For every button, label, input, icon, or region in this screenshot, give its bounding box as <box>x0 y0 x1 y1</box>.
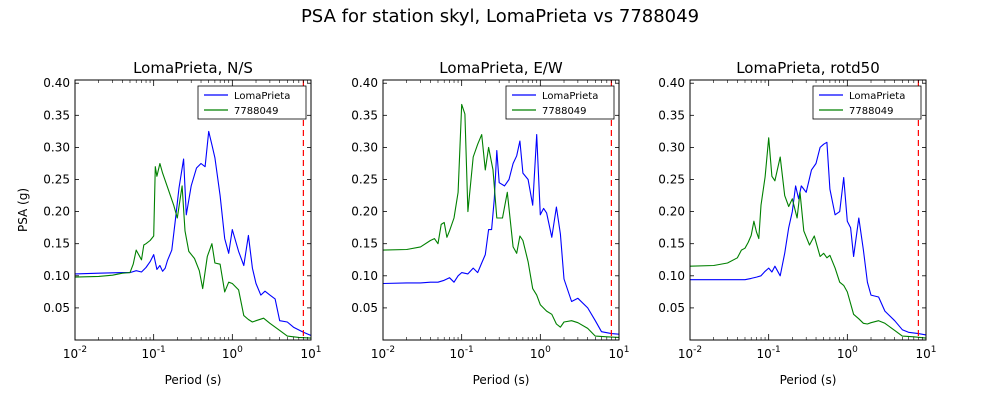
x-tick-label: 10-1 <box>142 345 166 361</box>
plot-frame <box>74 79 312 341</box>
legend-label-7788049: 7788049 <box>849 106 894 117</box>
y-tick-label: 0.15 <box>43 237 70 251</box>
x-tick-base: 10 <box>222 347 237 361</box>
plot-area <box>383 80 619 340</box>
x-tick-exponent: -2 <box>78 345 87 355</box>
y-tick-label: 0.25 <box>658 173 685 187</box>
y-tick-label: 0.15 <box>658 237 685 251</box>
x-tick-label: 101 <box>300 345 321 361</box>
legend-box <box>197 85 307 120</box>
legend-box <box>812 85 922 120</box>
series-line-7788049 <box>383 103 619 338</box>
x-tick-label: 10-2 <box>678 345 702 361</box>
x-axis-label: Period (s) <box>473 373 530 387</box>
series-line-7788049 <box>75 162 311 339</box>
panel-title: LomaPrieta, N/S <box>133 59 253 77</box>
plot-series-group <box>690 80 926 340</box>
panel-title: LomaPrieta, rotd50 <box>736 59 880 77</box>
x-tick-exponent: 0 <box>237 345 243 355</box>
plot-area <box>690 80 926 340</box>
legend-label-7788049: 7788049 <box>234 106 279 117</box>
legend-label-lomaprieta: LomaPrieta <box>234 91 290 102</box>
x-tick-exponent: -2 <box>386 345 395 355</box>
y-tick-label: 0.35 <box>658 108 685 122</box>
plot-frame <box>382 79 620 341</box>
x-tick-exponent: 1 <box>316 345 322 355</box>
legend-box <box>505 85 615 120</box>
y-tick-label: 0.10 <box>658 269 685 283</box>
y-tick-label: 0.25 <box>351 173 378 187</box>
x-tick-label: 10-1 <box>450 345 474 361</box>
x-tick-label: 100 <box>222 345 243 361</box>
y-tick-label: 0.05 <box>43 301 70 315</box>
y-tick-label: 0.10 <box>351 269 378 283</box>
y-tick-label: 0.30 <box>658 140 685 154</box>
y-tick-label: 0.05 <box>658 301 685 315</box>
plot-series-group <box>75 80 311 340</box>
series-line-lomaprieta <box>75 130 311 337</box>
plot-frame <box>689 79 927 341</box>
figure-suptitle: PSA for station skyl, LomaPrieta vs 7788… <box>301 6 699 27</box>
series-line-lomaprieta <box>690 141 926 336</box>
x-tick-exponent: -1 <box>772 345 781 355</box>
x-tick-exponent: -2 <box>693 345 702 355</box>
x-tick-base: 10 <box>608 347 623 361</box>
x-tick-base: 10 <box>63 347 78 361</box>
x-tick-exponent: -1 <box>157 345 166 355</box>
x-tick-label: 10-2 <box>371 345 395 361</box>
y-tick-label: 0.35 <box>43 108 70 122</box>
legend-label-7788049: 7788049 <box>542 106 587 117</box>
y-tick-label: 0.25 <box>43 173 70 187</box>
y-tick-label: 0.40 <box>658 76 685 90</box>
x-tick-base: 10 <box>371 347 386 361</box>
series-line-7788049 <box>690 137 926 339</box>
legend: LomaPrieta 7788049 <box>505 85 615 120</box>
x-tick-base: 10 <box>915 347 930 361</box>
x-axis-label: Period (s) <box>165 373 222 387</box>
y-tick-label: 0.35 <box>351 108 378 122</box>
y-axis-label: PSA (g) <box>16 188 30 232</box>
legend: LomaPrieta 7788049 <box>812 85 922 120</box>
x-tick-label: 10-2 <box>63 345 87 361</box>
x-tick-label: 101 <box>915 345 936 361</box>
x-axis-label: Period (s) <box>780 373 837 387</box>
x-tick-exponent: 0 <box>852 345 858 355</box>
panel-title: LomaPrieta, E/W <box>439 59 563 77</box>
x-tick-base: 10 <box>300 347 315 361</box>
legend-label-lomaprieta: LomaPrieta <box>542 91 598 102</box>
y-tick-label: 0.30 <box>43 140 70 154</box>
y-tick-label: 0.40 <box>351 76 378 90</box>
legend: LomaPrieta 7788049 <box>197 85 307 120</box>
y-tick-label: 0.30 <box>351 140 378 154</box>
y-tick-label: 0.15 <box>351 237 378 251</box>
legend-label-lomaprieta: LomaPrieta <box>849 91 905 102</box>
x-tick-exponent: -1 <box>465 345 474 355</box>
x-tick-base: 10 <box>530 347 545 361</box>
x-tick-label: 100 <box>837 345 858 361</box>
y-tick-label: 0.20 <box>43 205 70 219</box>
x-tick-base: 10 <box>142 347 157 361</box>
x-tick-exponent: 1 <box>931 345 937 355</box>
y-tick-label: 0.10 <box>43 269 70 283</box>
x-tick-base: 10 <box>837 347 852 361</box>
x-tick-base: 10 <box>757 347 772 361</box>
x-tick-exponent: 0 <box>545 345 551 355</box>
x-tick-label: 100 <box>530 345 551 361</box>
y-tick-label: 0.20 <box>658 205 685 219</box>
x-tick-label: 101 <box>608 345 629 361</box>
y-tick-label: 0.20 <box>351 205 378 219</box>
y-tick-label: 0.40 <box>43 76 70 90</box>
plot-series-group <box>383 80 619 340</box>
y-tick-label: 0.05 <box>351 301 378 315</box>
x-tick-base: 10 <box>450 347 465 361</box>
x-tick-base: 10 <box>678 347 693 361</box>
x-tick-exponent: 1 <box>624 345 630 355</box>
x-tick-label: 10-1 <box>757 345 781 361</box>
series-line-lomaprieta <box>383 134 619 335</box>
